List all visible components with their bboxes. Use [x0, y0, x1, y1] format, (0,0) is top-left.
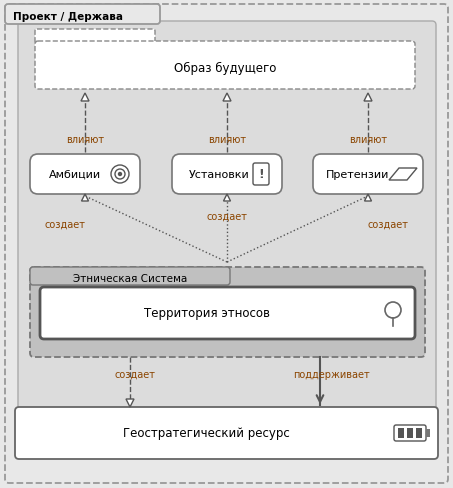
Polygon shape	[223, 195, 231, 202]
FancyBboxPatch shape	[30, 267, 425, 357]
Bar	[398, 428, 404, 438]
Polygon shape	[81, 94, 89, 102]
Text: влияют: влияют	[66, 135, 104, 145]
Bar	[416, 428, 422, 438]
FancyBboxPatch shape	[5, 5, 448, 483]
Text: Претензии: Претензии	[326, 170, 390, 180]
Text: Территория этносов: Территория этносов	[145, 307, 270, 320]
Text: влияют: влияют	[208, 135, 246, 145]
Circle shape	[111, 165, 129, 183]
Text: создает: создает	[44, 220, 86, 229]
FancyBboxPatch shape	[35, 42, 415, 90]
FancyBboxPatch shape	[313, 155, 423, 195]
Text: поддерживает: поддерживает	[294, 369, 371, 379]
Bar	[407, 428, 413, 438]
Polygon shape	[389, 169, 417, 181]
FancyBboxPatch shape	[15, 407, 438, 459]
Text: Проект / Держава: Проект / Держава	[13, 12, 123, 22]
Text: создает: создает	[367, 220, 409, 229]
Text: !: !	[258, 168, 264, 181]
Text: Образ будущего: Образ будущего	[174, 61, 276, 74]
Polygon shape	[82, 195, 88, 202]
Text: Геостратегический ресурс: Геостратегический ресурс	[123, 427, 290, 440]
Bar	[426, 429, 430, 437]
FancyBboxPatch shape	[5, 5, 160, 25]
FancyBboxPatch shape	[30, 155, 140, 195]
Polygon shape	[223, 94, 231, 102]
FancyBboxPatch shape	[253, 163, 269, 185]
FancyBboxPatch shape	[18, 22, 436, 411]
Polygon shape	[364, 94, 372, 102]
FancyBboxPatch shape	[30, 267, 230, 285]
FancyBboxPatch shape	[40, 287, 415, 339]
Text: влияют: влияют	[349, 135, 387, 145]
FancyBboxPatch shape	[394, 425, 426, 441]
Text: Этническая Система: Этническая Система	[73, 273, 187, 284]
Text: создает: создает	[115, 369, 155, 379]
Text: Амбиции: Амбиции	[49, 170, 101, 180]
Polygon shape	[126, 399, 134, 407]
Text: Установки: Установки	[188, 170, 249, 180]
FancyBboxPatch shape	[35, 30, 155, 44]
Text: создает: создает	[207, 212, 247, 222]
Polygon shape	[365, 195, 371, 202]
Circle shape	[119, 173, 121, 176]
FancyBboxPatch shape	[172, 155, 282, 195]
